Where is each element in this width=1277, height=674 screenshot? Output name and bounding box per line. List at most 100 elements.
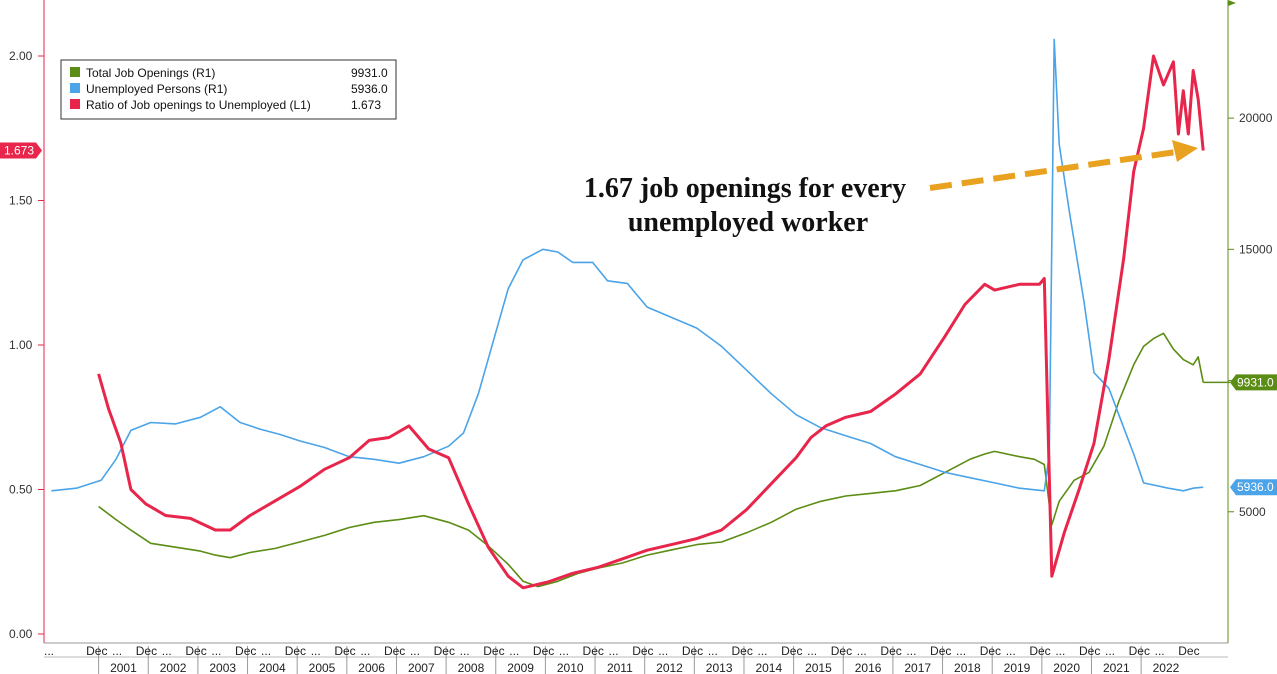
x-tick-dec-label: Dec xyxy=(235,644,256,658)
annotation-line-2: unemployed worker xyxy=(628,207,868,238)
right-tick-label: 15000 xyxy=(1239,242,1273,256)
x-year-label: 2021 xyxy=(1103,661,1130,674)
x-tick-dec-label: Dec xyxy=(831,644,852,658)
series-line-openings xyxy=(98,332,1204,588)
tag-ratio-value: 1.673 xyxy=(4,144,34,158)
x-tick-ellipsis: ... xyxy=(1006,644,1016,658)
legend-label-unemployed: Unemployed Persons (R1) xyxy=(86,82,227,96)
x-year-label: 2012 xyxy=(656,661,683,674)
x-tick-dec-label: Dec xyxy=(930,644,951,658)
x-year-label: 2014 xyxy=(755,661,782,674)
x-year-label: 2016 xyxy=(855,661,882,674)
x-tick-ellipsis: ... xyxy=(44,644,54,658)
legend-swatch-ratio xyxy=(70,99,80,109)
annotation-line-1: 1.67 job openings for every xyxy=(584,173,906,204)
x-tick-dec-label: Dec xyxy=(334,644,355,658)
tag-unemployed-value: 5936.0 xyxy=(1237,480,1274,494)
x-tick-ellipsis: ... xyxy=(857,644,867,658)
x-year-label: 2011 xyxy=(607,661,633,674)
x-tick-dec-label: Dec xyxy=(880,644,901,658)
x-tick-dec-label: Dec xyxy=(185,644,206,658)
legend-label-openings: Total Job Openings (R1) xyxy=(86,66,215,80)
x-tick-ellipsis: ... xyxy=(112,644,122,658)
x-tick-ellipsis: ... xyxy=(311,644,321,658)
legend-box xyxy=(60,59,397,120)
x-year-label: 2002 xyxy=(160,661,187,674)
annotation: 1.67 job openings for every unemployed w… xyxy=(584,140,1198,238)
x-year-label: 2020 xyxy=(1053,661,1080,674)
legend-value-openings: 9931.0 xyxy=(351,66,388,80)
x-year-label: 2009 xyxy=(507,661,534,674)
tag-openings-bg xyxy=(1230,374,1277,391)
x-tick-dec-label: Dec xyxy=(136,644,157,658)
annotation-arrowhead xyxy=(1172,140,1198,162)
x-tick-ellipsis: ... xyxy=(162,644,172,658)
x-tick-ellipsis: ... xyxy=(708,644,718,658)
x-tick-dec-label: Dec xyxy=(682,644,703,658)
annotation-arrow-shaft xyxy=(929,149,1177,191)
legend-value-unemployed: 5936.0 xyxy=(351,82,388,96)
x-tick-ellipsis: ... xyxy=(1155,644,1165,658)
x-tick-dec-label: Dec xyxy=(781,644,802,658)
left-tick-label: 0.50 xyxy=(9,483,33,497)
x-year-label: 2019 xyxy=(1004,661,1031,674)
x-tick-ellipsis: ... xyxy=(658,644,668,658)
x-tick-dec-label: Dec xyxy=(583,644,604,658)
tag-ratio-bg xyxy=(0,142,42,159)
left-axis: 0.00 0.50 1.00 1.50 2.00 xyxy=(9,0,45,643)
x-tick-ellipsis: ... xyxy=(211,644,221,658)
x-tick-dec-label: Dec xyxy=(1029,644,1050,658)
x-year-label: 2008 xyxy=(458,661,485,674)
x-tick-dec-label: Dec xyxy=(1178,644,1199,658)
series-line-ratio xyxy=(97,54,1205,590)
x-tick-dec-label: Dec xyxy=(980,644,1001,658)
legend-value-ratio: 1.673 xyxy=(351,98,381,112)
legend-swatch-openings xyxy=(70,67,80,77)
x-year-label: 2018 xyxy=(954,661,981,674)
x-tick-dec-label: Dec xyxy=(434,644,455,658)
series-layer xyxy=(51,38,1205,590)
x-tick-ellipsis: ... xyxy=(360,644,370,658)
legend-swatch-unemployed xyxy=(70,83,80,93)
left-tick-label: 0.00 xyxy=(9,627,33,641)
x-year-label: 2010 xyxy=(557,661,584,674)
x-tick-dec-label: Dec xyxy=(483,644,504,658)
x-year-label: 2017 xyxy=(904,661,931,674)
left-tick-label: 2.00 xyxy=(9,49,33,63)
x-tick-ellipsis: ... xyxy=(559,644,569,658)
x-year-label: 2015 xyxy=(805,661,832,674)
x-tick-ellipsis: ... xyxy=(509,644,519,658)
x-tick-dec-label: Dec xyxy=(632,644,653,658)
x-year-label: 2022 xyxy=(1153,661,1180,674)
x-tick-dec-label: Dec xyxy=(86,644,107,658)
x-tick-ellipsis: ... xyxy=(906,644,916,658)
x-year-label: 2004 xyxy=(259,661,286,674)
x-tick-ellipsis: ... xyxy=(410,644,420,658)
x-tick-dec-label: Dec xyxy=(285,644,306,658)
tag-unemployed-bg xyxy=(1230,479,1277,496)
x-year-label: 2006 xyxy=(358,661,385,674)
x-tick-ellipsis: ... xyxy=(1055,644,1065,658)
left-tick-label: 1.50 xyxy=(9,194,33,208)
x-tick-ellipsis: ... xyxy=(261,644,271,658)
left-tick-label: 1.00 xyxy=(9,338,33,352)
tag-openings-value: 9931.0 xyxy=(1237,375,1274,389)
x-tick-ellipsis: ... xyxy=(757,644,767,658)
chart-legend: Total Job Openings (R1) 9931.0 Unemploye… xyxy=(60,59,397,120)
x-year-label: 2005 xyxy=(309,661,336,674)
right-tick-label: 5000 xyxy=(1239,505,1266,519)
x-year-label: 2003 xyxy=(209,661,236,674)
x-tick-dec-label: Dec xyxy=(384,644,405,658)
x-tick-dec-label: Dec xyxy=(731,644,752,658)
x-tick-ellipsis: ... xyxy=(460,644,470,658)
x-tick-ellipsis: ... xyxy=(609,644,619,658)
x-tick-ellipsis: ... xyxy=(956,644,966,658)
last-value-tags: 1.673 9931.0 5936.0 xyxy=(0,142,1277,496)
x-tick-ellipsis: ... xyxy=(1105,644,1115,658)
series-line-unemployed xyxy=(51,38,1204,492)
x-year-label: 2013 xyxy=(706,661,733,674)
right-axis: 5000100001500020000 xyxy=(1227,0,1273,643)
right-tick-label: 20000 xyxy=(1239,111,1273,125)
